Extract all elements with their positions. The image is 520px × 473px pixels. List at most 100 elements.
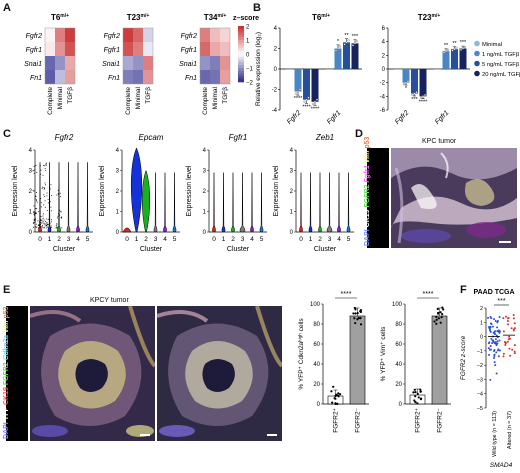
significance-label: **** (341, 291, 352, 298)
heatmap-row-label: Fn1 (185, 75, 197, 82)
data-point (412, 391, 415, 394)
heatmap-row-label: Fgfr2 (104, 33, 120, 40)
heatmap-cell (45, 42, 55, 56)
cell-point (42, 215, 44, 217)
y-axis-label: % YFP⁺ Cdkn2aʰⁱᵍʰ cells (297, 318, 305, 390)
y-tick-label: -2 (272, 88, 278, 94)
data-point (356, 312, 359, 315)
cell-point (45, 164, 47, 166)
cell-point (46, 195, 48, 197)
data-point (494, 320, 497, 323)
heatmap-cell (220, 28, 230, 42)
cell-point (39, 193, 41, 195)
category-label: Fgfr2 (286, 109, 303, 126)
legend-swatch (238, 76, 244, 80)
bar (334, 48, 342, 69)
cell-point (43, 188, 45, 190)
data-point (507, 338, 510, 341)
data-point (496, 342, 499, 345)
data-point (311, 102, 315, 105)
y-tick-label: -2 (380, 81, 386, 87)
data-point (495, 344, 498, 347)
stain-label-fgfr2: FGFR2 (3, 360, 10, 386)
data-point (493, 357, 495, 359)
x-tick-label: 5 (86, 236, 90, 243)
data-point (336, 47, 340, 50)
data-point (513, 352, 516, 355)
cell-point (44, 182, 46, 184)
legend-swatch (238, 26, 244, 30)
x-axis-label: Cluster (314, 246, 337, 253)
x-axis-label: Cluster (53, 246, 76, 253)
data-point (423, 93, 427, 97)
data-point (495, 372, 498, 375)
data-point (351, 44, 355, 47)
panel-label-d: D (355, 128, 363, 140)
cell-point (49, 227, 51, 229)
legend-swatch (238, 73, 244, 77)
data-point (353, 317, 356, 320)
x-tick-label: 0 (212, 236, 216, 243)
heatmap-col-label: TGFβ (222, 87, 229, 104)
stain-label-dapi: DAPI (3, 420, 10, 439)
data-point (336, 402, 339, 405)
cell-point (36, 171, 38, 173)
data-point (435, 315, 438, 319)
data-point (406, 80, 410, 83)
x-tick-label: 2 (144, 236, 148, 243)
data-point (337, 395, 340, 398)
legend-swatch (238, 40, 244, 44)
cell-point (34, 217, 36, 219)
y-tick-label: 0 (382, 67, 386, 73)
plot-title: PAAD TCGA (473, 289, 514, 296)
violin (326, 172, 333, 233)
x-tick-label: 4 (250, 236, 254, 243)
data-point (497, 329, 500, 332)
y-tick-label: 0 (29, 230, 33, 236)
cell-point (56, 226, 58, 228)
legend-marker (474, 70, 480, 77)
heatmap-cell (220, 42, 230, 56)
x-tick-label: 4 (76, 236, 80, 243)
data-point (437, 312, 440, 315)
data-point (413, 92, 416, 95)
group-label: SMAD4 (490, 462, 513, 469)
y-tick-label: 0 (399, 402, 403, 408)
y-tick-label: 100 (310, 302, 321, 308)
data-point (359, 323, 363, 326)
cell-point (40, 220, 42, 222)
heatmap-row-label: Fgfr2 (26, 33, 42, 40)
heatmap-row-label: Snai1 (179, 61, 197, 68)
cell-point (41, 219, 43, 221)
x-tick-label: 0 (125, 236, 129, 243)
cell-point (42, 217, 44, 219)
cell-point (46, 224, 48, 226)
y-axis-label: % YFP⁺ Vim⁺ cells (380, 326, 387, 381)
cell-point (34, 215, 36, 217)
legend-tick: −2 (246, 81, 254, 87)
bar (311, 69, 319, 102)
cell-point (35, 226, 37, 228)
heatmap-cell (220, 56, 230, 70)
legend-swatch (238, 70, 244, 74)
category-label: FGFR2⁺ (333, 407, 340, 432)
heatmap-cell (65, 42, 75, 56)
legend-swatch (238, 37, 244, 41)
data-point (436, 307, 439, 311)
y-tick-label: 2 (274, 47, 278, 53)
data-point (491, 325, 494, 328)
y-tick-label: 20 (395, 382, 402, 388)
data-point (510, 327, 513, 330)
cell-point (32, 222, 34, 224)
kpcy-tumor-micrograph-right (157, 306, 282, 441)
cell-point (42, 174, 44, 176)
heatmap-row-label: Fgfr1 (26, 47, 42, 54)
violin (231, 172, 235, 233)
data-point (416, 392, 419, 395)
data-point (497, 355, 500, 358)
data-point (505, 315, 508, 318)
legend-swatch (238, 45, 244, 49)
y-tick-label: 1 (290, 210, 294, 216)
y-tick-label: 3 (116, 169, 120, 175)
data-point (504, 344, 507, 347)
